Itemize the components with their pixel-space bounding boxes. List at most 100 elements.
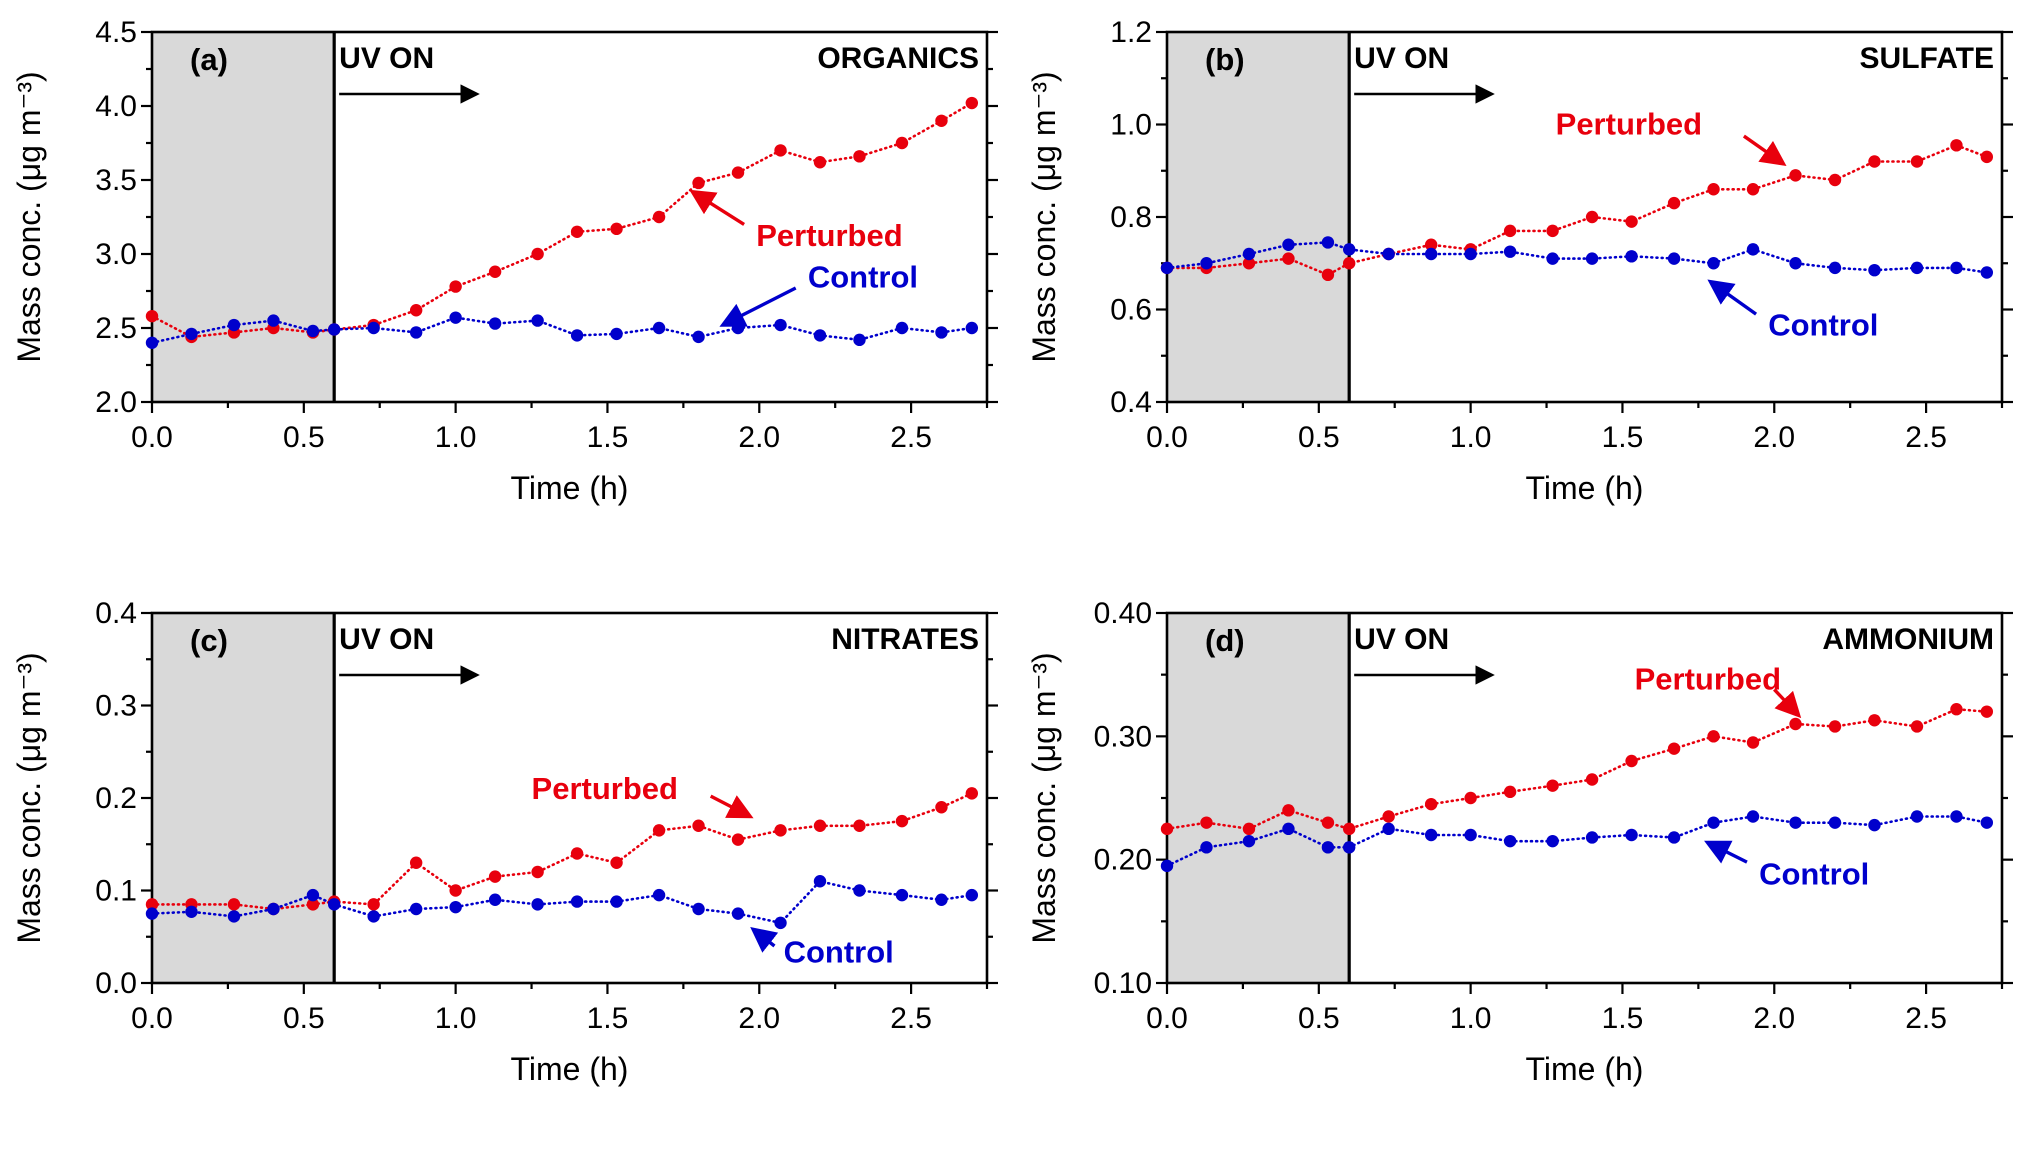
svg-text:0.5: 0.5 xyxy=(283,1002,325,1035)
svg-text:1.0: 1.0 xyxy=(1110,108,1152,141)
data-point xyxy=(774,916,787,929)
data-point xyxy=(1667,196,1680,209)
control-line xyxy=(1165,814,1988,867)
svg-text:1.0: 1.0 xyxy=(435,1002,477,1035)
data-point xyxy=(1867,818,1881,831)
data-point xyxy=(1463,828,1477,841)
y-axis-label: Mass conc. (μg m⁻³) xyxy=(11,652,47,943)
uv-on-label: UV ON xyxy=(339,623,434,656)
data-point xyxy=(1867,713,1881,726)
svg-text:Control: Control xyxy=(1759,856,1869,891)
data-point xyxy=(367,897,380,911)
data-point xyxy=(1424,238,1437,251)
data-point xyxy=(853,333,866,346)
data-point xyxy=(1585,210,1598,223)
data-point xyxy=(1949,809,1963,823)
y-axis-label: Mass conc. (μg m⁻³) xyxy=(11,71,47,362)
svg-text:1.5: 1.5 xyxy=(587,421,629,454)
data-point xyxy=(1867,154,1881,168)
data-point xyxy=(731,832,745,846)
data-point xyxy=(1788,168,1802,182)
data-point xyxy=(449,310,462,324)
annotation-control: Control xyxy=(719,259,918,327)
series-control xyxy=(1160,809,1993,872)
tick-labels: 0.0 0.5 1.0 1.5 2.0 2.5 0.10 0.20 0.30 0.40 xyxy=(1093,597,1946,1035)
data-point xyxy=(853,819,866,832)
svg-text:0.5: 0.5 xyxy=(1297,1002,1339,1035)
data-point xyxy=(1910,809,1923,823)
data-point xyxy=(935,325,948,339)
svg-text:4.5: 4.5 xyxy=(95,16,137,49)
data-point xyxy=(1867,263,1881,276)
data-point xyxy=(1949,138,1963,152)
data-point xyxy=(570,846,584,860)
data-point xyxy=(1746,182,1759,195)
data-point xyxy=(488,316,502,330)
annotation-control: Control xyxy=(750,926,894,969)
data-point xyxy=(965,888,979,901)
data-point xyxy=(1199,840,1213,854)
data-point xyxy=(1281,803,1295,817)
panel-label: (b) xyxy=(1205,42,1245,77)
data-point xyxy=(610,894,623,908)
y-axis-label: Mass conc. (μg m⁻³) xyxy=(1026,652,1062,943)
svg-text:2.0: 2.0 xyxy=(738,1002,780,1035)
svg-text:3.0: 3.0 xyxy=(95,238,137,271)
perturbed-line xyxy=(150,791,974,910)
svg-text:3.5: 3.5 xyxy=(95,164,137,197)
annotation-control: Control xyxy=(1706,279,1878,342)
svg-text:Perturbed: Perturbed xyxy=(1555,106,1701,141)
data-point xyxy=(731,321,745,334)
data-point xyxy=(1160,822,1173,835)
data-point xyxy=(895,136,909,149)
data-point xyxy=(1463,247,1477,260)
data-point xyxy=(267,902,280,915)
data-point xyxy=(692,902,705,915)
svg-text:2.0: 2.0 xyxy=(738,421,780,454)
data-point xyxy=(1503,244,1516,258)
data-point xyxy=(306,324,320,337)
svg-text:0.5: 0.5 xyxy=(1297,421,1339,454)
data-point xyxy=(1342,256,1355,269)
data-point xyxy=(1828,719,1841,733)
data-point xyxy=(774,143,787,157)
svg-text:Perturbed: Perturbed xyxy=(756,218,902,253)
svg-text:0.0: 0.0 xyxy=(131,421,173,454)
data-point xyxy=(1585,251,1598,265)
data-point xyxy=(895,814,909,827)
svg-text:0.20: 0.20 xyxy=(1093,843,1151,876)
data-point xyxy=(895,321,909,334)
svg-text:Perturbed: Perturbed xyxy=(532,770,678,805)
svg-text:0.30: 0.30 xyxy=(1093,720,1151,753)
svg-text:0.0: 0.0 xyxy=(131,1002,173,1035)
data-point xyxy=(488,869,502,883)
panel-label: (d) xyxy=(1205,623,1245,658)
annotation-control: Control xyxy=(1703,840,1869,891)
tick-labels: 0.0 0.5 1.0 1.5 2.0 2.5 2.0 2.5 3.0 3.5 4.0 4.5 xyxy=(95,16,932,454)
data-point xyxy=(1667,830,1680,844)
data-point xyxy=(731,906,745,920)
axis-ticks xyxy=(1155,30,2013,413)
svg-text:1.5: 1.5 xyxy=(1601,1002,1643,1035)
data-point xyxy=(1199,815,1213,829)
annotation-perturbed: Perturbed xyxy=(532,770,754,818)
control-line xyxy=(150,315,974,344)
svg-text:0.0: 0.0 xyxy=(1146,1002,1188,1035)
uv-on-label: UV ON xyxy=(339,42,434,75)
data-point xyxy=(774,823,787,837)
data-point xyxy=(1624,828,1638,841)
data-point xyxy=(692,176,705,189)
control-line xyxy=(1165,240,1988,274)
data-point xyxy=(1585,772,1598,786)
panel-title: NITRATES xyxy=(831,623,979,656)
svg-text:1.0: 1.0 xyxy=(1449,1002,1491,1035)
data-point xyxy=(1910,261,1923,274)
svg-text:4.0: 4.0 xyxy=(95,90,137,123)
pre-uv-shaded-region xyxy=(152,612,335,983)
svg-text:2.5: 2.5 xyxy=(890,421,932,454)
axis-ticks xyxy=(1155,611,2013,994)
data-point xyxy=(692,819,705,832)
perturbed-line xyxy=(150,101,974,338)
data-point xyxy=(1828,815,1841,829)
svg-text:1.5: 1.5 xyxy=(587,1002,629,1035)
